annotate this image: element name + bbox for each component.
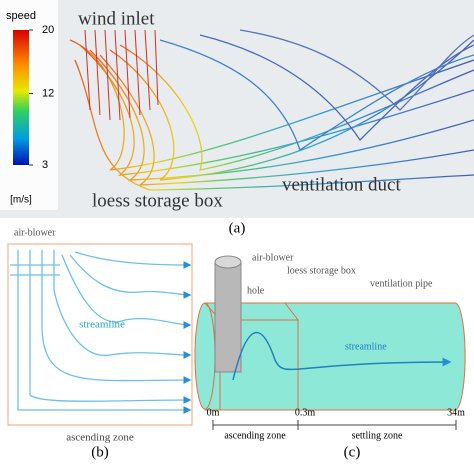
label: streamline bbox=[79, 319, 125, 331]
label: streamline bbox=[345, 341, 387, 352]
axis-label: 0m bbox=[207, 407, 220, 418]
axis-label: 34m bbox=[447, 407, 465, 418]
axis-label: 0.3m bbox=[295, 407, 316, 418]
zone-label: settling zone bbox=[352, 430, 403, 441]
colorbar-title: speed bbox=[6, 10, 36, 22]
caption: (b) bbox=[91, 444, 109, 460]
label: ascending zone bbox=[66, 432, 134, 444]
label: air-blower bbox=[252, 252, 294, 263]
panel-a-bg bbox=[0, 0, 474, 218]
label: loess storage box bbox=[287, 265, 356, 276]
inlet-lines bbox=[84, 29, 159, 121]
label: air-blower bbox=[14, 227, 56, 238]
colorbar-tick-label: 20 bbox=[42, 24, 54, 36]
caption: (c) bbox=[344, 444, 361, 460]
pipe bbox=[204, 302, 466, 411]
pipe-end bbox=[194, 302, 216, 410]
colorbar-unit: [m/s] bbox=[10, 195, 32, 206]
streamlines-a bbox=[69, 29, 474, 191]
axis-ticks bbox=[212, 420, 457, 430]
label: ventilation pipe bbox=[370, 278, 433, 289]
panel-b-box bbox=[7, 243, 193, 426]
label: ventilation duct bbox=[282, 174, 401, 195]
label: wind inlet bbox=[78, 8, 155, 29]
streamline-c bbox=[232, 331, 452, 381]
label: loess storage box bbox=[92, 190, 223, 211]
caption: (a) bbox=[229, 220, 246, 236]
zone-label: ascending zone bbox=[224, 430, 286, 441]
streamlines-b bbox=[10, 250, 192, 414]
colorbar-tick-label: 3 bbox=[42, 159, 48, 171]
label: hole bbox=[247, 285, 265, 296]
blower-top bbox=[214, 255, 242, 269]
blower-pipe bbox=[214, 261, 242, 373]
colorbar-tick-label: 12 bbox=[42, 87, 54, 99]
colorbar bbox=[13, 30, 29, 165]
